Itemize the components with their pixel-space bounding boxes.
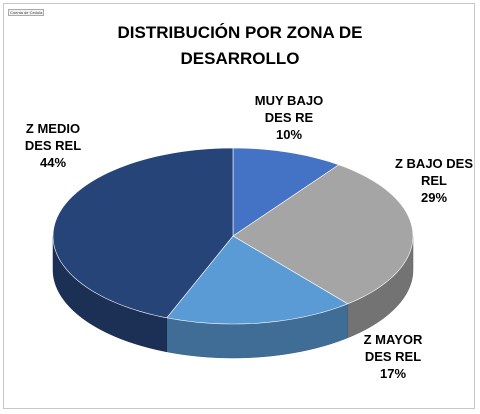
category-label: Z BAJO DES REL [394,156,473,188]
chart-frame [3,3,475,409]
category-label: Z MEDIO DES REL [24,121,82,153]
data-label: Z BAJO DES REL 29% [393,155,475,206]
value-label: 44% [39,155,67,170]
data-label: MUY BAJO DES RE 10% [248,92,330,143]
value-label: 10% [275,127,303,142]
chart-title: DISTRIBUCIÓN POR ZONA DE DESARROLLO [117,23,363,68]
value-label: 29% [420,190,448,205]
data-label: Z MEDIO DES REL 44% [12,120,94,171]
category-label: MUY BAJO DES RE [254,93,324,125]
slice [166,235,349,325]
category-label: Z MAYOR DES REL [363,332,423,364]
slice [232,164,414,305]
slice [232,147,340,237]
field-button[interactable]: Cuenta de Cedula [8,9,45,16]
slice [52,147,234,319]
data-label: Z MAYOR DES REL 17% [352,331,434,382]
value-label: 17% [379,366,407,381]
